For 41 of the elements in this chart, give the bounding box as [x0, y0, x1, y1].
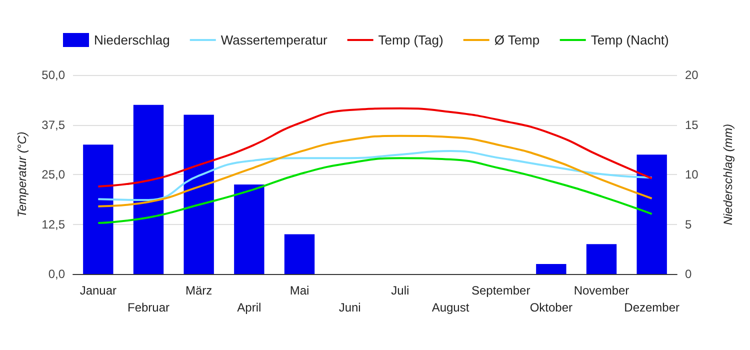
- y2-tick-label: 20: [685, 68, 699, 82]
- line-series: [97, 157, 653, 224]
- bar: [184, 114, 214, 274]
- y-axis-title: Temperatur (°C): [15, 132, 29, 218]
- legend-label: Temp (Nacht): [590, 32, 669, 48]
- bar: [284, 234, 315, 274]
- x-tick-label: September: [471, 284, 530, 298]
- legend-label: Temp (Tag): [378, 32, 444, 48]
- x-tick-label: Juli: [391, 284, 410, 298]
- bar: [83, 144, 114, 274]
- x-tick-label: November: [574, 284, 630, 298]
- bar: [536, 264, 566, 274]
- y-tick-label: 37,5: [42, 118, 66, 132]
- x-tick-label: Dezember: [624, 300, 680, 314]
- legend-label: Niederschlag: [94, 32, 170, 48]
- x-tick-label: April: [237, 300, 262, 314]
- y-tick-label: 25,0: [42, 168, 66, 182]
- x-tick-label: August: [432, 300, 470, 314]
- y2-axis-title: Niederschlag (mm): [721, 124, 735, 226]
- bar: [636, 154, 667, 274]
- x-tick-label: Mai: [290, 284, 310, 298]
- y-tick-label: 12,5: [42, 217, 66, 232]
- legend-label: Wassertemperatur: [220, 32, 328, 48]
- x-tick-label: Oktober: [530, 300, 573, 314]
- y2-tick-label: 5: [685, 217, 692, 232]
- y2-tick-label: 0: [685, 267, 692, 281]
- x-tick-label: Juni: [338, 300, 361, 314]
- y-tick-label: 50,0: [42, 68, 66, 82]
- bar: [234, 184, 264, 274]
- y2-tick-label: 15: [685, 118, 699, 132]
- bar: [586, 244, 617, 274]
- legend-label: Ø Temp: [494, 32, 540, 48]
- line-series: [97, 134, 653, 208]
- x-tick-label: März: [185, 284, 212, 298]
- y-tick-label: 0,0: [48, 267, 66, 281]
- x-tick-label: Januar: [80, 284, 117, 298]
- bar: [133, 104, 164, 274]
- line-series: [97, 107, 653, 188]
- x-tick-label: Februar: [127, 300, 170, 314]
- y2-tick-label: 10: [685, 168, 699, 182]
- line-series: [97, 150, 653, 201]
